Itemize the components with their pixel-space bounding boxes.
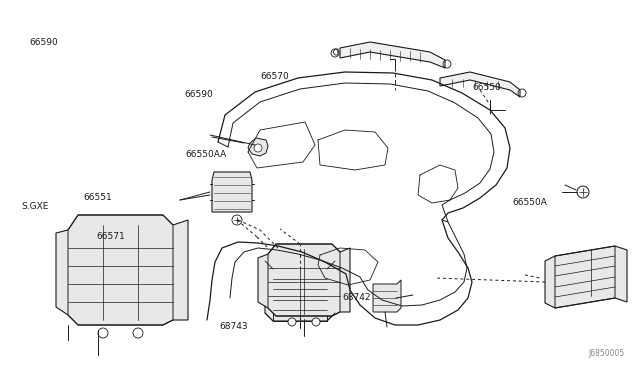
Text: 66550AA: 66550AA: [186, 150, 227, 159]
Polygon shape: [440, 72, 520, 97]
Text: 66571: 66571: [96, 232, 125, 241]
Text: 66590: 66590: [29, 38, 58, 47]
Polygon shape: [545, 246, 627, 308]
Polygon shape: [265, 261, 335, 321]
Text: 66550A: 66550A: [512, 198, 547, 207]
Text: 66551: 66551: [83, 193, 112, 202]
Polygon shape: [56, 215, 188, 325]
Polygon shape: [373, 280, 401, 312]
Circle shape: [98, 328, 108, 338]
Circle shape: [312, 318, 320, 326]
Text: 66550: 66550: [472, 83, 500, 92]
Circle shape: [577, 186, 589, 198]
Text: 66590: 66590: [184, 90, 212, 99]
Text: 68743: 68743: [220, 322, 248, 331]
Text: 68742: 68742: [342, 293, 371, 302]
Circle shape: [254, 144, 262, 152]
Circle shape: [232, 215, 242, 225]
Polygon shape: [212, 172, 252, 212]
Polygon shape: [258, 244, 350, 316]
Text: J6850005: J6850005: [589, 349, 625, 358]
Circle shape: [133, 328, 143, 338]
Text: S.GXE: S.GXE: [21, 202, 49, 211]
Circle shape: [288, 318, 296, 326]
Polygon shape: [248, 138, 268, 156]
Polygon shape: [340, 42, 445, 68]
Text: 66570: 66570: [261, 72, 289, 81]
